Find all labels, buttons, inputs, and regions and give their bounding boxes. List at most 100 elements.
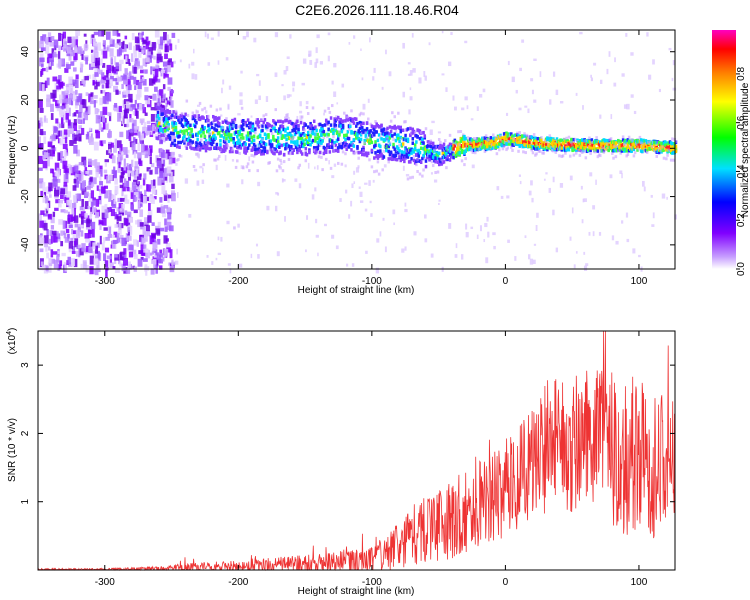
heatmap-cell xyxy=(234,125,238,130)
heatmap-cell xyxy=(162,84,166,90)
heatmap-cell xyxy=(376,149,380,154)
heatmap-cell xyxy=(479,225,482,232)
heatmap-cell xyxy=(372,179,375,183)
heatmap-cell xyxy=(40,190,43,197)
heatmap-cell xyxy=(93,141,99,151)
heatmap-cell xyxy=(297,166,300,170)
heatmap-cell xyxy=(464,136,467,141)
heatmap-cell xyxy=(505,148,508,152)
heatmap-cell xyxy=(224,148,227,152)
heatmap-cell xyxy=(275,205,278,212)
heatmap-cell xyxy=(451,151,454,155)
heatmap-cell xyxy=(449,142,453,147)
heatmap-cell xyxy=(531,151,535,155)
heatmap-cell xyxy=(365,153,369,158)
heatmap-cell xyxy=(166,206,171,214)
heatmap-cell xyxy=(99,191,103,196)
heatmap-cell xyxy=(88,192,92,202)
heatmap-cell xyxy=(55,118,59,124)
heatmap-cell xyxy=(159,36,164,46)
heatmap-cell xyxy=(290,140,293,144)
heatmap-cell xyxy=(276,136,280,140)
heatmap-cell xyxy=(149,156,152,165)
heatmap-cell xyxy=(137,191,143,199)
heatmap-cell xyxy=(164,45,169,53)
heatmap-cell xyxy=(121,256,124,261)
heatmap-cell xyxy=(457,147,460,151)
heatmap-cell xyxy=(535,225,538,231)
spectrogram-frame xyxy=(37,29,676,270)
colorbar-tick-label: 0.0 xyxy=(736,262,747,276)
heatmap-cell xyxy=(184,144,187,148)
heatmap-cell xyxy=(374,125,377,129)
heatmap-cell xyxy=(343,111,346,115)
heatmap-cell xyxy=(405,152,409,156)
heatmap-cell xyxy=(362,103,366,110)
heatmap-cell xyxy=(530,148,534,152)
heatmap-cell xyxy=(224,155,227,161)
heatmap-cell xyxy=(347,128,351,132)
heatmap-cell xyxy=(538,149,542,153)
heatmap-cell xyxy=(638,254,641,258)
heatmap-cell xyxy=(319,61,323,65)
heatmap-cell xyxy=(460,137,464,142)
heatmap-cell xyxy=(292,81,296,87)
heatmap-cell xyxy=(167,194,172,199)
heatmap-cell xyxy=(532,133,536,137)
heatmap-cell xyxy=(51,145,55,149)
heatmap-cell xyxy=(80,223,84,228)
heatmap-cell xyxy=(355,167,360,173)
heatmap-cell xyxy=(242,166,245,170)
heatmap-cell xyxy=(77,118,81,124)
heatmap-cell xyxy=(437,137,441,141)
heatmap-cell xyxy=(116,157,122,165)
heatmap-cell xyxy=(146,120,151,125)
heatmap-cell xyxy=(315,47,318,54)
heatmap-cell xyxy=(631,138,634,142)
heatmap-cell xyxy=(80,51,84,57)
spectrogram-x-tick-label: -200 xyxy=(228,276,248,287)
heatmap-cell xyxy=(285,137,288,142)
heatmap-cell xyxy=(102,90,106,94)
heatmap-cell xyxy=(196,110,199,114)
heatmap-cell xyxy=(205,144,209,149)
heatmap-cell xyxy=(674,149,678,154)
heatmap-cell xyxy=(98,219,103,226)
heatmap-cell xyxy=(174,121,178,126)
heatmap-cell xyxy=(87,205,90,210)
heatmap-cell xyxy=(70,207,75,217)
heatmap-cell xyxy=(118,76,122,82)
heatmap-cell xyxy=(87,105,91,115)
heatmap-cell xyxy=(344,137,347,142)
heatmap-cell xyxy=(198,101,202,105)
heatmap-cell xyxy=(93,44,98,53)
heatmap-cell xyxy=(461,254,464,260)
heatmap-cell xyxy=(470,118,474,121)
heatmap-cell xyxy=(105,93,109,101)
heatmap-cell xyxy=(380,137,383,141)
heatmap-cell xyxy=(119,207,125,213)
heatmap-cell xyxy=(41,63,44,68)
heatmap-cell xyxy=(540,136,543,140)
heatmap-cell xyxy=(136,240,139,247)
heatmap-cell xyxy=(100,79,106,84)
heatmap-cell xyxy=(468,144,471,149)
heatmap-cell xyxy=(108,113,112,122)
heatmap-cell xyxy=(236,159,239,163)
heatmap-cell xyxy=(362,145,365,150)
heatmap-cell xyxy=(303,128,306,132)
heatmap-cell xyxy=(233,226,236,230)
heatmap-cell xyxy=(238,130,241,135)
heatmap-cell xyxy=(668,47,672,51)
heatmap-cell xyxy=(351,131,354,135)
heatmap-cell xyxy=(285,113,288,117)
heatmap-cell xyxy=(65,172,69,180)
heatmap-cell xyxy=(281,84,284,87)
heatmap-cell xyxy=(47,141,53,148)
heatmap-cell xyxy=(459,130,463,134)
heatmap-cell xyxy=(288,94,292,97)
heatmap-cell xyxy=(92,199,97,206)
heatmap-cell xyxy=(54,131,58,135)
heatmap-cell xyxy=(540,138,543,142)
snr-x-tick-label: -200 xyxy=(228,577,248,588)
